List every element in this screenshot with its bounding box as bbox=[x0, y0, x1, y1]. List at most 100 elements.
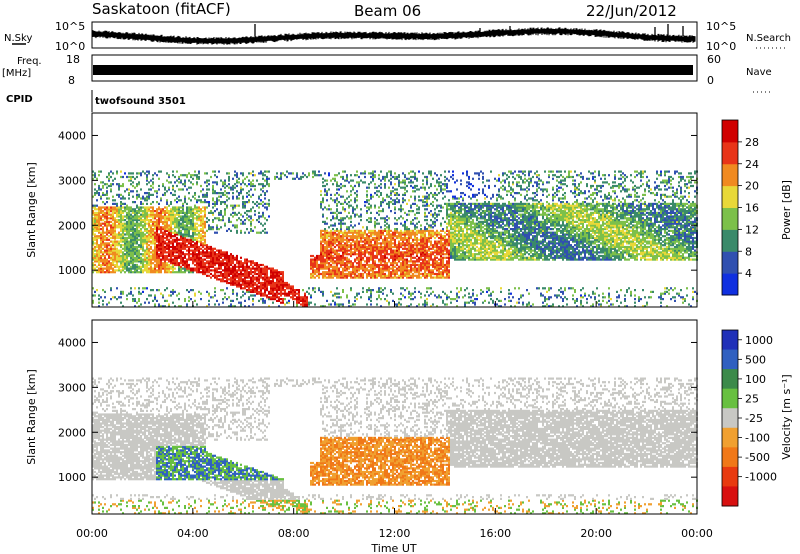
power-cell bbox=[226, 199, 228, 202]
power-cell bbox=[176, 260, 178, 263]
power-cell bbox=[382, 256, 384, 259]
power-cell bbox=[234, 272, 236, 276]
power-cell bbox=[392, 235, 394, 238]
power-cell bbox=[110, 267, 112, 270]
power-cell bbox=[378, 269, 380, 272]
power-cell bbox=[214, 290, 216, 293]
power-cell bbox=[372, 263, 374, 267]
power-cell bbox=[102, 193, 104, 196]
power-cell bbox=[350, 271, 352, 274]
power-cell bbox=[166, 235, 168, 238]
power-cell bbox=[408, 249, 410, 252]
power-cell bbox=[238, 204, 240, 207]
power-cell bbox=[244, 177, 246, 180]
power-cell bbox=[402, 265, 404, 268]
power-cell bbox=[112, 253, 114, 256]
power-cell bbox=[362, 272, 364, 276]
power-cell bbox=[166, 263, 168, 267]
power-cell bbox=[394, 242, 396, 245]
power-cell bbox=[352, 238, 354, 241]
power-cell bbox=[156, 222, 158, 225]
power-cell bbox=[128, 245, 130, 249]
power-cell bbox=[112, 231, 114, 234]
power-cell bbox=[312, 274, 314, 277]
power-cell bbox=[390, 193, 392, 196]
power-cell bbox=[362, 181, 364, 184]
power-cell bbox=[346, 236, 348, 240]
power-cell bbox=[342, 303, 344, 306]
power-cell bbox=[206, 274, 208, 277]
power-cell bbox=[104, 244, 106, 247]
power-cell bbox=[344, 170, 346, 173]
power-cell bbox=[176, 222, 178, 225]
power-cell bbox=[256, 290, 258, 293]
power-cell bbox=[196, 240, 198, 243]
power-cell bbox=[168, 217, 170, 220]
power-cell bbox=[342, 290, 344, 293]
power-cell bbox=[330, 208, 332, 211]
power-cell bbox=[182, 236, 184, 240]
power-cell bbox=[390, 262, 392, 265]
power-cell bbox=[130, 175, 132, 179]
power-cell bbox=[106, 213, 108, 216]
power-cell bbox=[374, 245, 376, 249]
power-cell bbox=[102, 303, 104, 306]
power-cell bbox=[144, 287, 146, 290]
power-cell bbox=[134, 305, 136, 308]
power-cell bbox=[118, 184, 120, 188]
power-cell bbox=[234, 281, 236, 285]
power-cell bbox=[144, 172, 146, 175]
power-cell bbox=[342, 267, 344, 270]
power-cell bbox=[262, 278, 264, 281]
power-cell bbox=[252, 298, 254, 301]
power-cell bbox=[118, 220, 120, 223]
power-cell bbox=[210, 175, 212, 179]
power-cell bbox=[300, 177, 302, 180]
power-cell bbox=[404, 258, 406, 261]
power-cell bbox=[178, 226, 180, 229]
power-cell bbox=[178, 262, 180, 265]
power-cell bbox=[142, 238, 144, 241]
power-cell bbox=[236, 219, 238, 222]
power-cell bbox=[338, 260, 340, 263]
power-cell bbox=[108, 220, 110, 223]
power-cell bbox=[328, 240, 330, 243]
power-cell bbox=[132, 249, 134, 252]
power-cell bbox=[350, 174, 352, 177]
power-cell bbox=[270, 285, 272, 288]
power-cell bbox=[242, 181, 244, 184]
power-cell bbox=[100, 265, 102, 268]
power-cell bbox=[98, 188, 100, 191]
power-cell bbox=[232, 211, 234, 214]
power-cell bbox=[192, 233, 194, 236]
power-cell bbox=[384, 256, 386, 259]
power-cell bbox=[160, 210, 162, 213]
power-cell bbox=[198, 170, 200, 173]
power-cell bbox=[240, 272, 242, 276]
power-cell bbox=[336, 256, 338, 259]
power-cell bbox=[406, 276, 408, 279]
power-cell bbox=[186, 263, 188, 267]
power-cell bbox=[326, 256, 328, 259]
power-cell bbox=[366, 303, 368, 306]
power-cell bbox=[218, 262, 220, 265]
power-cell bbox=[270, 289, 272, 292]
power-cell bbox=[228, 258, 230, 261]
power-cell bbox=[404, 269, 406, 272]
power-cell bbox=[190, 224, 192, 227]
power-cell bbox=[216, 183, 218, 186]
power-cell bbox=[110, 175, 112, 179]
power-cell bbox=[220, 179, 222, 182]
power-cell bbox=[158, 244, 160, 247]
power-cell bbox=[234, 265, 236, 268]
power-cell bbox=[222, 219, 224, 222]
power-cell bbox=[132, 238, 134, 241]
power-cell bbox=[208, 267, 210, 270]
power-cell bbox=[286, 301, 288, 304]
power-cell bbox=[182, 222, 184, 225]
power-cell bbox=[184, 224, 186, 227]
power-cell bbox=[150, 267, 152, 270]
power-cell bbox=[162, 211, 164, 214]
power-cell bbox=[168, 267, 170, 270]
power-cell bbox=[144, 249, 146, 252]
